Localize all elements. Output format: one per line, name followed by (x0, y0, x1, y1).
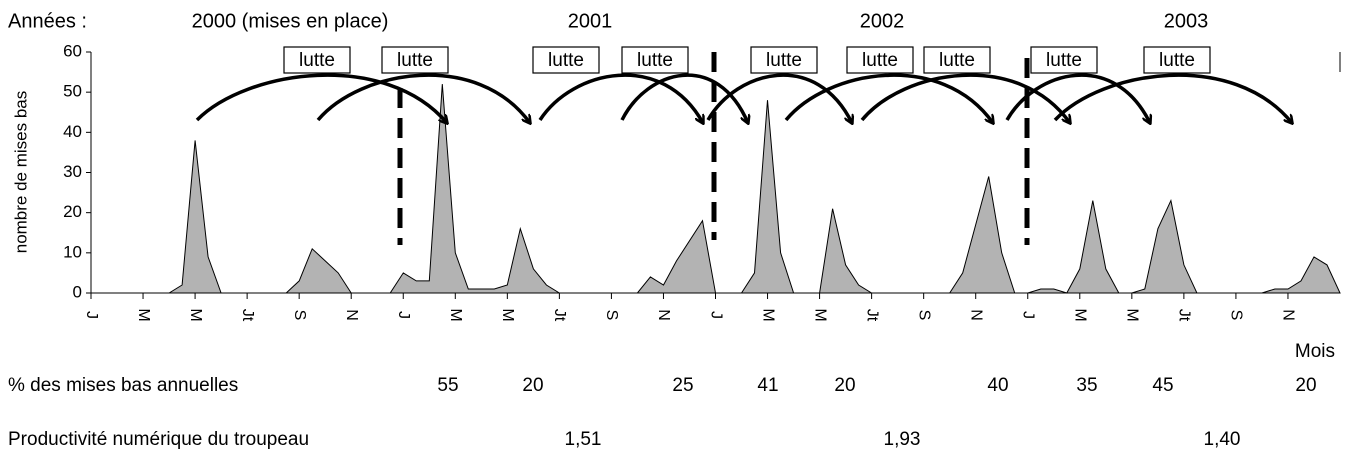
x-tick-label: J (1020, 311, 1037, 319)
lutte-arrow (316, 73, 530, 123)
productivity-value: 1,93 (884, 429, 921, 450)
x-tick-label: J (395, 311, 412, 319)
lutte-arrow (784, 73, 993, 123)
y-tick-label: 50 (63, 82, 82, 101)
x-tick-label: Jt (863, 309, 880, 322)
lutte-arrow (1005, 73, 1150, 123)
y-tick-label: 10 (63, 242, 82, 261)
x-tick-label: M (499, 308, 516, 321)
x-tick-label: S (603, 310, 620, 321)
lutte-label: lutte (1159, 50, 1195, 71)
lutte-box (621, 46, 689, 74)
lutte-label: lutte (299, 50, 335, 71)
x-tick-label: N (343, 309, 360, 321)
lutte-label: lutte (637, 50, 673, 71)
y-tick-label: 60 (63, 41, 82, 60)
x-tick-label: S (291, 310, 308, 321)
percent-value: 20 (834, 375, 855, 396)
x-tick-label: M (447, 308, 464, 321)
lutte-arrow (538, 73, 703, 123)
y-tick-label: 20 (63, 202, 82, 221)
percent-value: 41 (757, 375, 778, 396)
y-axis-label: nombre de mises bas (11, 91, 30, 254)
percent-value: 25 (672, 375, 693, 396)
lutte-box (846, 46, 914, 74)
x-tick-label: Jt (551, 309, 568, 322)
lutte-box (750, 46, 818, 74)
lutte-box (532, 46, 600, 74)
x-tick-label: M (811, 308, 828, 321)
x-tick-label: M (759, 308, 776, 321)
x-tick-label: Jt (239, 309, 256, 322)
x-axis-label: Mois (1295, 341, 1335, 362)
productivity-value: 1,40 (1204, 429, 1241, 450)
lutte-label: lutte (862, 50, 898, 71)
y-tick-label: 0 (73, 282, 82, 301)
lutte-box (923, 46, 991, 74)
productivity-row-label: Productivité numérique du troupeau (8, 429, 309, 450)
year-label: 2000 (mises en place) (192, 10, 389, 32)
productivity-value: 1,51 (565, 429, 602, 450)
percent-value: 35 (1076, 375, 1097, 396)
lutte-label: lutte (397, 50, 433, 71)
lutte-label: lutte (766, 50, 802, 71)
year-label: 2001 (568, 10, 613, 32)
lutte-arrow (706, 73, 852, 123)
percent-value: 40 (987, 375, 1008, 396)
x-tick-label: J (83, 311, 100, 319)
lutte-box (381, 46, 449, 74)
lutte-arrow (1053, 73, 1292, 123)
percent-value: 45 (1152, 375, 1173, 396)
year-label: 2003 (1164, 10, 1209, 32)
x-tick-label: N (1280, 309, 1297, 321)
x-tick-label: M (135, 308, 152, 321)
lutte-label: lutte (548, 50, 584, 71)
percent-row-label: % des mises bas annuelles (8, 375, 238, 396)
years-label: Années : (8, 10, 87, 32)
percent-value: 20 (522, 375, 543, 396)
y-tick-label: 40 (63, 122, 82, 141)
lutte-arrow (620, 73, 748, 123)
x-tick-label: N (967, 309, 984, 321)
x-tick-label: S (1228, 310, 1245, 321)
area (91, 84, 1341, 294)
x-tick-label: M (187, 308, 204, 321)
lutte-box (283, 46, 351, 74)
lutte-label: lutte (939, 50, 975, 71)
lutte-box (1030, 46, 1098, 74)
x-tick-label: M (1072, 308, 1089, 321)
y-tick-label: 30 (63, 162, 82, 181)
x-tick-label: S (915, 310, 932, 321)
x-tick-label: J (707, 311, 724, 319)
year-label: 2002 (860, 10, 905, 32)
percent-value: 20 (1295, 375, 1316, 396)
lutte-arrow (860, 73, 1070, 123)
lutte-label: lutte (1046, 50, 1082, 71)
lutte-arrow (195, 73, 447, 123)
x-tick-label: N (655, 309, 672, 321)
x-tick-label: Jt (1176, 309, 1193, 322)
x-tick-label: M (1124, 308, 1141, 321)
lutte-box (1143, 46, 1211, 74)
percent-value: 55 (437, 375, 458, 396)
